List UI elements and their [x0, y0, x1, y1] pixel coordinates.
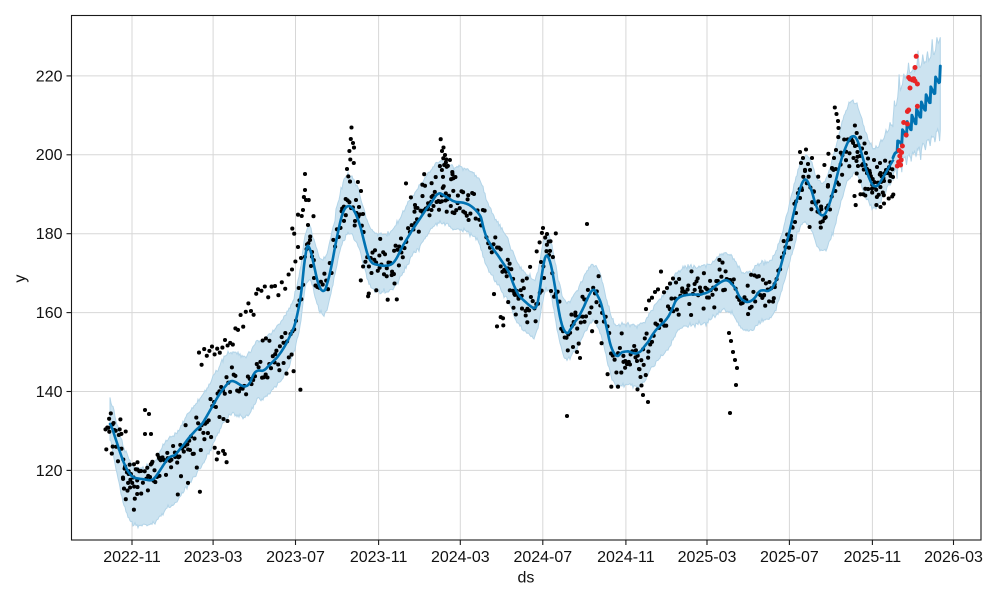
svg-text:2025-07: 2025-07 [760, 549, 819, 566]
svg-text:2026-03: 2026-03 [924, 549, 983, 566]
svg-text:2025-03: 2025-03 [678, 549, 737, 566]
svg-text:2023-07: 2023-07 [266, 549, 325, 566]
svg-text:200: 200 [36, 147, 63, 164]
svg-text:2022-11: 2022-11 [103, 549, 161, 566]
svg-text:220: 220 [36, 68, 63, 85]
svg-text:2024-03: 2024-03 [431, 549, 490, 566]
svg-text:140: 140 [36, 384, 63, 401]
svg-text:2025-11: 2025-11 [844, 549, 902, 566]
svg-text:2023-03: 2023-03 [184, 549, 243, 566]
svg-text:120: 120 [36, 463, 63, 480]
svg-text:ds: ds [517, 569, 534, 586]
svg-text:180: 180 [36, 226, 63, 243]
svg-text:2024-11: 2024-11 [597, 549, 655, 566]
svg-text:y: y [12, 275, 29, 283]
svg-text:2023-11: 2023-11 [350, 549, 408, 566]
svg-text:2024-07: 2024-07 [513, 549, 572, 566]
svg-text:160: 160 [36, 305, 63, 322]
